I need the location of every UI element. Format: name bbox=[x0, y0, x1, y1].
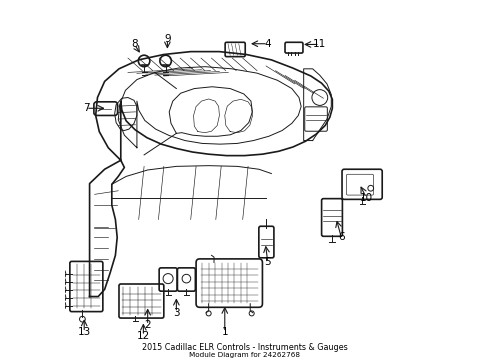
Text: 3: 3 bbox=[173, 308, 179, 318]
Text: 9: 9 bbox=[164, 35, 170, 44]
Text: 7: 7 bbox=[82, 103, 89, 113]
Text: 8: 8 bbox=[131, 40, 138, 49]
Text: 2015 Cadillac ELR Controls - Instruments & Gauges: 2015 Cadillac ELR Controls - Instruments… bbox=[142, 343, 346, 352]
Text: 1: 1 bbox=[221, 327, 227, 337]
Text: 10: 10 bbox=[359, 193, 372, 203]
Text: 4: 4 bbox=[264, 39, 270, 49]
Text: 2: 2 bbox=[144, 320, 151, 330]
Text: 6: 6 bbox=[337, 232, 344, 242]
Text: 11: 11 bbox=[312, 40, 326, 49]
Text: 12: 12 bbox=[137, 331, 150, 341]
Text: Module Diagram for 24262768: Module Diagram for 24262768 bbox=[189, 352, 299, 357]
Text: 13: 13 bbox=[78, 327, 91, 337]
Text: 5: 5 bbox=[264, 257, 270, 267]
